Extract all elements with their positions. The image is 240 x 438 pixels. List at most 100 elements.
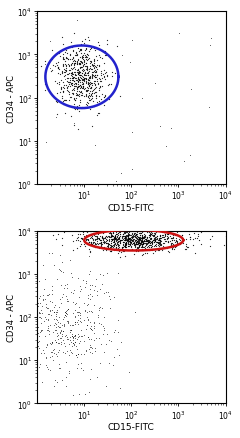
Point — [63, 76, 66, 83]
Point — [62, 322, 66, 329]
Point — [57, 347, 61, 354]
Point — [126, 233, 129, 240]
Point — [61, 62, 65, 69]
Point — [80, 56, 84, 63]
Point — [82, 338, 85, 345]
Point — [66, 320, 70, 327]
Point — [93, 345, 97, 352]
Point — [51, 232, 55, 239]
Point — [77, 70, 81, 77]
Point — [65, 318, 69, 325]
Point — [54, 114, 58, 121]
Point — [123, 244, 127, 251]
Point — [141, 240, 145, 247]
Point — [81, 68, 85, 75]
Point — [140, 237, 144, 244]
Point — [138, 228, 142, 235]
Point — [109, 230, 113, 237]
Point — [58, 296, 62, 303]
Point — [38, 313, 42, 320]
Point — [48, 367, 51, 374]
Point — [63, 62, 67, 69]
Point — [133, 232, 137, 239]
Point — [61, 56, 65, 63]
Point — [79, 47, 83, 54]
Point — [35, 314, 39, 321]
Point — [87, 92, 91, 99]
Point — [68, 52, 72, 59]
Point — [153, 238, 157, 245]
Point — [55, 112, 59, 119]
Point — [145, 233, 149, 240]
Point — [128, 241, 132, 248]
Point — [105, 42, 109, 49]
Point — [62, 85, 66, 92]
Point — [72, 321, 75, 328]
Point — [59, 327, 63, 334]
Point — [126, 230, 130, 237]
Point — [87, 76, 91, 83]
Point — [92, 232, 96, 239]
Point — [55, 91, 59, 98]
Point — [59, 335, 62, 342]
Point — [59, 324, 62, 331]
Point — [70, 342, 74, 349]
Point — [60, 331, 64, 338]
Point — [90, 69, 94, 76]
Point — [141, 233, 144, 240]
Point — [84, 325, 88, 332]
Point — [57, 360, 61, 367]
Point — [78, 73, 81, 80]
Point — [92, 60, 96, 67]
Point — [153, 230, 157, 237]
Point — [73, 332, 77, 339]
Point — [56, 323, 60, 330]
Point — [138, 237, 142, 244]
Point — [74, 77, 78, 84]
Point — [135, 233, 139, 240]
Point — [73, 335, 77, 342]
Point — [107, 237, 111, 244]
Point — [114, 237, 118, 244]
Point — [73, 339, 77, 346]
Point — [69, 95, 73, 102]
Point — [162, 234, 165, 241]
Point — [91, 87, 95, 94]
Point — [66, 298, 70, 305]
Point — [155, 235, 159, 242]
Point — [88, 286, 92, 293]
Point — [133, 230, 137, 237]
Point — [152, 232, 156, 239]
Point — [102, 325, 106, 332]
Point — [115, 239, 119, 246]
Point — [171, 234, 175, 241]
Point — [174, 243, 178, 250]
Point — [58, 400, 61, 407]
Point — [169, 235, 173, 242]
Point — [150, 237, 154, 244]
Point — [158, 240, 162, 247]
Point — [80, 85, 84, 92]
Point — [96, 39, 100, 46]
Point — [54, 313, 57, 320]
Point — [66, 56, 70, 63]
Point — [92, 243, 96, 250]
Point — [75, 245, 79, 252]
Point — [129, 239, 132, 246]
Point — [58, 53, 62, 60]
Point — [73, 321, 77, 328]
Point — [44, 343, 48, 350]
Point — [129, 237, 132, 244]
Point — [102, 314, 106, 321]
Point — [82, 75, 85, 82]
Point — [163, 233, 167, 240]
Point — [119, 170, 123, 177]
Point — [144, 238, 148, 245]
Point — [35, 285, 39, 292]
Point — [114, 242, 118, 249]
Point — [137, 240, 140, 247]
Point — [55, 276, 59, 283]
Point — [90, 63, 94, 70]
Point — [133, 237, 137, 244]
Point — [155, 229, 158, 236]
